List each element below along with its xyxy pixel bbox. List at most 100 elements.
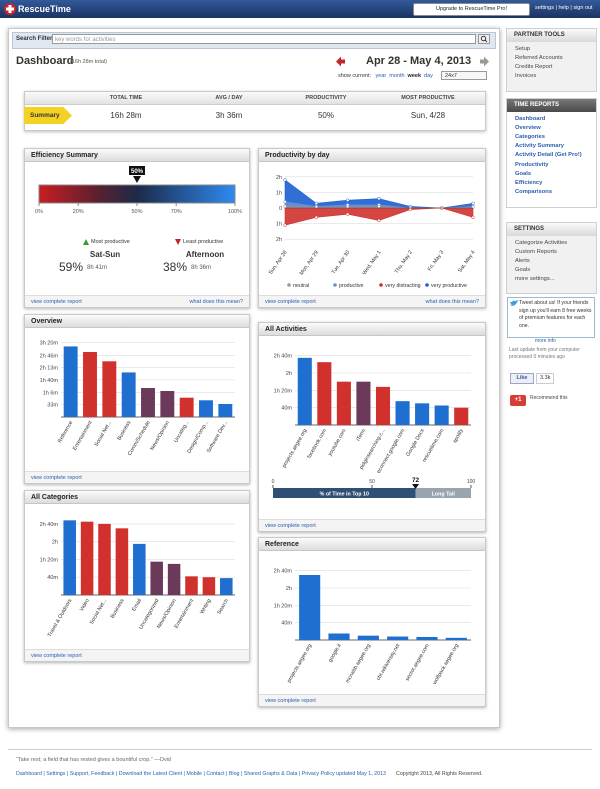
y-tick-label: 2h [276, 175, 282, 181]
chart: 40m 1h 20m 2h 2h 40m projects.aegee.orgfaceb… [274, 354, 471, 475]
legend-label: neutral [293, 283, 309, 289]
sidebar-link[interactable]: more settings... [515, 276, 555, 283]
footer-link[interactable]: view complete report [265, 299, 316, 305]
x-tick-label: Software Dev... [206, 420, 229, 454]
like-count: 3.3k [536, 373, 555, 384]
sidebar-link[interactable]: Overview [515, 124, 541, 131]
footer-link[interactable]: what does this mean? [425, 299, 479, 305]
x-tick-label: facebook.com [306, 427, 328, 459]
legend-label: very productive [431, 283, 467, 289]
footer-links[interactable]: Dashboard | Settings | Support, Feedback… [16, 771, 386, 777]
bar [121, 372, 136, 417]
y-tick-label: 2h 46m [40, 353, 59, 359]
bar [317, 362, 332, 425]
productivity-panel: Productivity by day 2h 1h 0 1h 2h Sun, Apr 28… [258, 148, 486, 308]
y-tick-label: 2h 40m [274, 569, 293, 575]
sidebar-link[interactable]: Custom Reports [515, 248, 557, 255]
panel-title: Overview [25, 315, 249, 328]
sidebar-link[interactable]: Categories [515, 133, 545, 140]
sidebar-link[interactable]: Invoices [515, 73, 537, 80]
bar [202, 577, 216, 595]
chart: 2h 1h 0 1h 2h Sun, Apr 28 Mon, Apr 29 Tue, Apr … [268, 175, 477, 289]
plus-one-button[interactable]: +1 [510, 395, 526, 406]
footer-link[interactable]: what does this mean? [189, 299, 243, 305]
point [377, 196, 381, 201]
scale-label: 20% [73, 209, 84, 215]
summary-header [25, 92, 485, 105]
last-update: Last update from your computer processed… [509, 347, 580, 360]
footer-link[interactable]: view complete report [265, 698, 316, 704]
search-input[interactable]: key words for activities [52, 34, 476, 44]
upgrade-button[interactable]: Upgrade to RescueTime Pro! [413, 3, 530, 16]
period-link[interactable]: month [389, 73, 405, 79]
sidebar-link[interactable]: Alerts [515, 257, 530, 264]
x-tick-label: Search [216, 598, 230, 616]
sidebar-link[interactable]: Credits Report [515, 63, 553, 70]
tweet-text[interactable]: Tweet about us! If your friends sign up … [519, 300, 592, 329]
sidebar-link[interactable]: Categorize Activities [515, 239, 568, 246]
point [314, 201, 318, 205]
partner-list: Setup Referred Accounts Credits Report Invo… [507, 42, 596, 81]
x-tick-label: youtube.com [327, 427, 348, 457]
bar [328, 633, 350, 640]
summary-value: 3h 36m [215, 111, 243, 120]
footer-link[interactable]: view complete report [31, 653, 82, 659]
bar [375, 386, 391, 425]
like-button[interactable]: Like [510, 373, 534, 384]
total-time: (16h 28m total) [70, 59, 107, 65]
prev-arrow[interactable] [335, 56, 346, 67]
sidebar-link[interactable]: Setup [515, 45, 531, 52]
footer-link[interactable]: view complete report [31, 475, 82, 481]
panel-footer: view complete report [25, 649, 249, 661]
y-tick-label: 40m [281, 406, 292, 412]
x-tick-label: Business [116, 420, 132, 442]
partner-box: PARTNER TOOLS Setup Referred Accounts Cred… [506, 28, 597, 92]
period-link[interactable]: week [407, 73, 422, 79]
top10-slider: 0 50 100 72 % of Time in Top 10 Long Tail [272, 477, 475, 498]
period-link[interactable]: year [375, 73, 387, 79]
sidebar-link[interactable]: Goals [515, 170, 532, 177]
sidebar-heading: TIME REPORTS [507, 99, 596, 112]
sidebar-link[interactable]: Productivity [515, 161, 549, 168]
summary-column-header: TOTAL TIME [109, 95, 143, 101]
next-arrow[interactable] [479, 56, 490, 67]
slider-tail: Long Tail [432, 492, 456, 498]
logo[interactable]: RescueTime [18, 4, 71, 14]
footer-link[interactable]: view complete report [31, 299, 82, 305]
settings-box: SETTINGS Categorize Activities Custom Rep… [506, 222, 597, 294]
x-tick-label: Fri, May 3 [427, 250, 445, 273]
slider-value: 72 [412, 477, 420, 484]
top-links[interactable]: settings | help | sign out [535, 5, 593, 11]
bar [416, 636, 438, 640]
most-percent: 59% [59, 260, 84, 274]
efficiency-gauge: 0% 20% 50% 70% 100% 50% [35, 166, 242, 215]
x-tick-label: iTerm [356, 427, 368, 442]
x-tick-label: spotify [452, 428, 465, 445]
sidebar-heading: SETTINGS [507, 223, 596, 236]
period-row: show current: year month week day [338, 73, 433, 79]
bar [357, 635, 379, 640]
sidebar-link[interactable]: Activity Summary [515, 143, 564, 150]
sidebar-link[interactable]: Efficiency [515, 179, 543, 186]
quote: “Take rest; a field that has rested give… [16, 757, 171, 763]
sidebar-link[interactable]: Goals [515, 267, 531, 274]
sidebar-link[interactable]: Comparisons [515, 189, 553, 196]
area [284, 207, 474, 226]
search-button[interactable] [478, 34, 490, 44]
x-tick-label: Wed, May 1 [362, 250, 383, 277]
sidebar-link[interactable]: Referred Accounts [515, 54, 563, 61]
x-tick-label: google.it [328, 643, 343, 664]
range-select[interactable]: 24x7 [441, 71, 487, 80]
x-tick-label: Reference [57, 420, 74, 444]
bar [415, 403, 430, 425]
more-info[interactable]: more info [535, 338, 556, 344]
period-link[interactable]: day [424, 73, 433, 79]
least-percent: 38% [163, 260, 188, 274]
x-tick-label: Google Docs [405, 428, 426, 458]
x-tick-label: cbt.wikiversity.net [376, 643, 402, 682]
sidebar-link[interactable]: Dashboard [515, 115, 546, 122]
sidebar-link[interactable]: Activity Detail (Get Pro!) [515, 152, 582, 159]
path [510, 300, 518, 306]
footer-rule [8, 749, 592, 750]
footer-link[interactable]: view complete report [265, 523, 316, 529]
